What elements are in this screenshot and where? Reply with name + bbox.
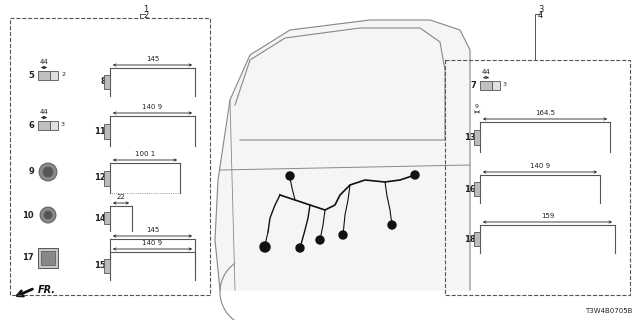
Circle shape — [316, 236, 324, 244]
Text: 9: 9 — [28, 167, 34, 177]
Bar — [50, 70, 58, 79]
Bar — [104, 259, 110, 273]
Circle shape — [43, 167, 53, 177]
Bar — [492, 81, 500, 90]
Text: 22: 22 — [116, 194, 125, 200]
Text: 10: 10 — [22, 211, 34, 220]
Text: 5: 5 — [28, 70, 34, 79]
Bar — [104, 212, 110, 224]
Text: 1: 1 — [143, 5, 148, 14]
Bar — [50, 121, 58, 130]
Text: 9: 9 — [475, 104, 479, 109]
Text: 16: 16 — [464, 185, 476, 194]
Text: 13: 13 — [465, 132, 476, 141]
Text: 140 9: 140 9 — [143, 240, 163, 246]
Bar — [38, 121, 50, 130]
Bar — [474, 182, 480, 196]
Text: 44: 44 — [482, 68, 490, 75]
Circle shape — [296, 244, 304, 252]
Bar — [41, 251, 55, 265]
Text: 100 1: 100 1 — [135, 151, 155, 157]
Text: 8: 8 — [100, 77, 106, 86]
Circle shape — [39, 163, 57, 181]
Text: 12: 12 — [94, 173, 106, 182]
Bar — [480, 81, 492, 90]
Bar — [474, 130, 480, 145]
Text: 3: 3 — [503, 83, 507, 87]
Text: 14: 14 — [94, 214, 106, 223]
Text: 140 9: 140 9 — [143, 104, 163, 110]
Bar — [104, 75, 110, 89]
Text: 18: 18 — [465, 235, 476, 244]
Text: 4: 4 — [538, 12, 543, 20]
Circle shape — [339, 231, 347, 239]
Text: 2: 2 — [143, 12, 148, 20]
Circle shape — [40, 207, 56, 223]
Circle shape — [260, 242, 270, 252]
Text: 44: 44 — [40, 108, 49, 115]
Text: FR.: FR. — [38, 285, 56, 295]
Bar — [10, 18, 210, 295]
Bar — [104, 171, 110, 186]
Circle shape — [286, 172, 294, 180]
Polygon shape — [215, 20, 470, 290]
Text: 159: 159 — [541, 213, 554, 219]
Circle shape — [44, 211, 52, 219]
Text: 145: 145 — [146, 227, 159, 233]
Bar — [38, 248, 58, 268]
Text: 44: 44 — [40, 59, 49, 65]
Text: 11: 11 — [94, 126, 106, 135]
Circle shape — [411, 171, 419, 179]
Text: 6: 6 — [28, 121, 34, 130]
Circle shape — [388, 221, 396, 229]
Text: 3: 3 — [538, 5, 543, 14]
Text: 3: 3 — [61, 123, 65, 127]
Bar — [38, 70, 50, 79]
Text: 2: 2 — [61, 73, 65, 77]
Text: 164.5: 164.5 — [535, 110, 555, 116]
Text: 145: 145 — [146, 56, 159, 62]
Bar — [445, 60, 630, 295]
Bar — [474, 232, 480, 246]
Text: 17: 17 — [22, 253, 34, 262]
Text: T3W4B0705B: T3W4B0705B — [584, 308, 632, 314]
Text: 140 9: 140 9 — [530, 163, 550, 169]
Text: 15: 15 — [94, 261, 106, 270]
Bar — [104, 124, 110, 139]
Text: 7: 7 — [470, 81, 476, 90]
